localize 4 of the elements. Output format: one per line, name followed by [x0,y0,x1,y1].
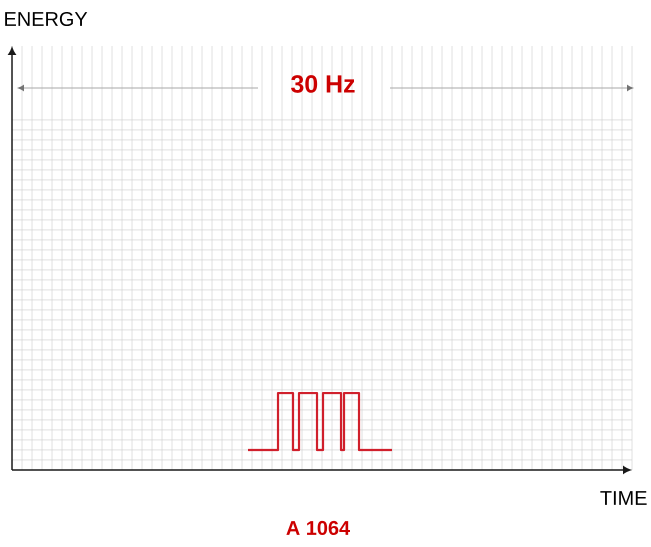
text: 30 Hz [291,75,355,93]
text: TIME [600,491,647,505]
text: A 1064 [286,520,350,536]
text: ENERGY [5,12,88,26]
